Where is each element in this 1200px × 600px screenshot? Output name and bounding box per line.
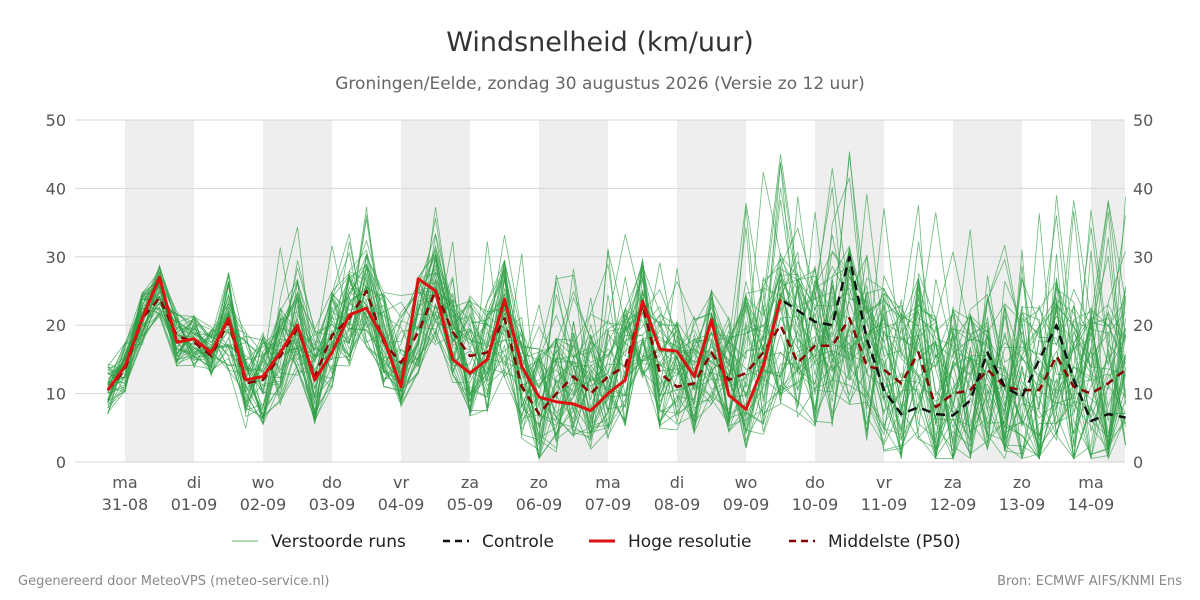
ensemble-member-line xyxy=(107,177,1126,460)
ensemble-member-line xyxy=(107,237,1126,461)
x-tick-day: za xyxy=(944,473,962,492)
series-line-hoge-resolutie xyxy=(106,275,782,413)
x-tick-date: 07-09 xyxy=(585,495,632,514)
x-tick-day: wo xyxy=(735,473,758,492)
y-axis-right: 0 10 20 30 40 50 xyxy=(1133,111,1153,472)
x-tick-day: do xyxy=(322,473,342,492)
legend-label: Controle xyxy=(482,532,554,552)
ensemble-member-line xyxy=(107,214,1126,460)
main-series-lines xyxy=(106,255,1127,423)
y-axis-left: 0 10 20 30 40 50 xyxy=(46,111,66,472)
y-tick-label: 20 xyxy=(46,316,66,335)
chart-title: Windsnelheid (km/uur) xyxy=(446,27,754,58)
x-tick-date: 08-09 xyxy=(654,495,701,514)
y-tick-label: 0 xyxy=(1133,453,1143,472)
chart-subtitle: Groningen/Eelde, zondag 30 augustus 2026… xyxy=(335,74,864,94)
x-tick-day: za xyxy=(461,473,479,492)
y-tick-label: 30 xyxy=(46,248,66,267)
x-tick-date: 02-09 xyxy=(240,495,287,514)
y-tick-label: 10 xyxy=(46,385,66,404)
x-tick-date: 12-09 xyxy=(930,495,977,514)
y-tick-label: 10 xyxy=(1133,385,1153,404)
x-tick-date: 09-09 xyxy=(723,495,770,514)
footer-left: Gegenereerd door MeteoVPS (meteo-service… xyxy=(18,574,329,589)
x-tick-day: zo xyxy=(530,473,548,492)
x-tick-day: zo xyxy=(1013,473,1031,492)
ensemble-member-line xyxy=(107,247,1126,459)
x-tick-day: vr xyxy=(876,473,892,492)
x-tick-date: 06-09 xyxy=(516,495,563,514)
x-tick-day: di xyxy=(670,473,685,492)
x-tick-date: 05-09 xyxy=(447,495,494,514)
y-tick-label: 0 xyxy=(56,453,66,472)
x-tick-date: 01-09 xyxy=(171,495,218,514)
x-tick-day: wo xyxy=(252,473,275,492)
y-tick-label: 50 xyxy=(46,111,66,130)
legend-label: Hoge resolutie xyxy=(628,532,752,552)
footer-right: Bron: ECMWF AIFS/KNMI Ens xyxy=(997,574,1182,589)
y-tick-label: 30 xyxy=(1133,248,1153,267)
ensemble-member-line xyxy=(107,171,1126,443)
x-tick-date: 10-09 xyxy=(792,495,839,514)
x-tick-day: ma xyxy=(112,473,137,492)
x-tick-date: 03-09 xyxy=(309,495,356,514)
x-tick-day: di xyxy=(187,473,202,492)
ensemble-member-line xyxy=(107,196,1126,460)
ensemble-member-line xyxy=(107,155,1126,458)
ensemble-member-line xyxy=(107,162,1126,451)
ensemble-lines xyxy=(107,151,1126,461)
y-tick-label: 40 xyxy=(1133,179,1153,198)
y-tick-label: 50 xyxy=(1133,111,1153,130)
legend-label: Verstoorde runs xyxy=(271,532,406,552)
day-band xyxy=(815,120,884,462)
x-tick-date: 04-09 xyxy=(378,495,425,514)
y-tick-label: 40 xyxy=(46,179,66,198)
series-line-middelste-p50 xyxy=(106,289,1127,416)
ensemble-member-line xyxy=(107,206,1126,460)
y-tick-label: 20 xyxy=(1133,316,1153,335)
legend: Verstoorde runs Controle Hoge resolutie Mid… xyxy=(232,532,961,552)
x-tick-day: vr xyxy=(393,473,409,492)
legend-label: Middelste (P50) xyxy=(828,532,961,552)
x-tick-day: ma xyxy=(595,473,620,492)
x-axis: ma 31-08 di 01-09 wo 02-09 do 03-09 vr 04-09 za 05-… xyxy=(102,473,1115,514)
x-tick-date: 14-09 xyxy=(1068,495,1115,514)
ensemble-member-line xyxy=(107,213,1126,459)
ensemble-member-line xyxy=(107,206,1126,444)
x-tick-date: 31-08 xyxy=(102,495,149,514)
x-tick-day: ma xyxy=(1078,473,1103,492)
x-tick-date: 13-09 xyxy=(999,495,1046,514)
x-tick-day: do xyxy=(805,473,825,492)
ensemble-member-line xyxy=(107,234,1126,450)
x-tick-date: 11-09 xyxy=(861,495,908,514)
